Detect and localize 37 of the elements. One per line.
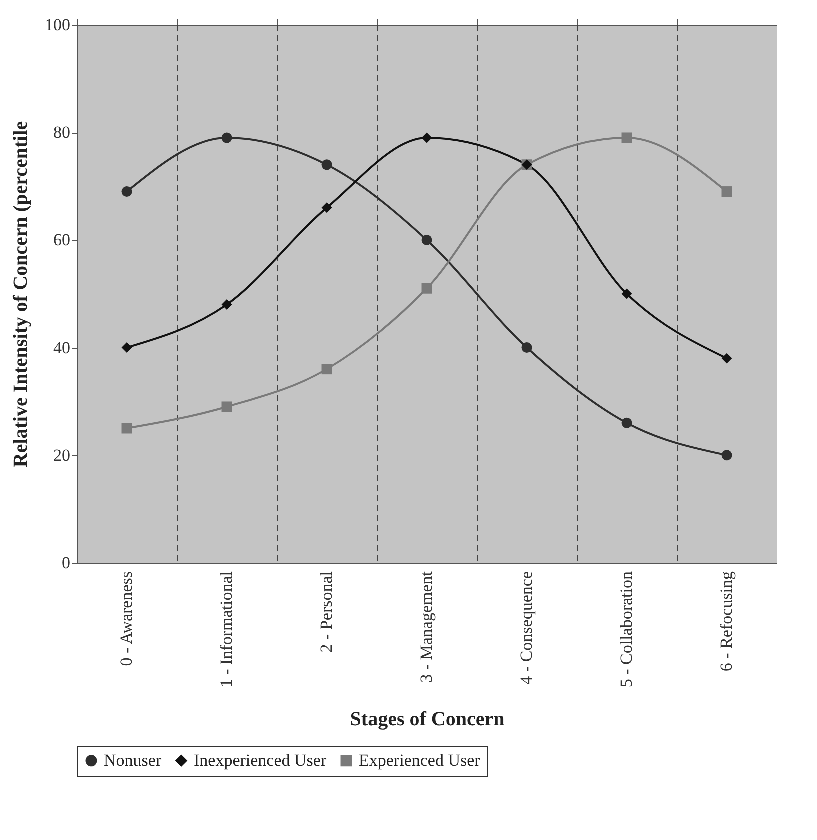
- point: [422, 283, 432, 294]
- point: [622, 418, 632, 428]
- point: [122, 186, 132, 198]
- legend-label: Experienced User: [359, 750, 481, 770]
- point: [622, 288, 632, 300]
- point: [722, 450, 732, 461]
- y-tick-label: 0: [62, 554, 70, 572]
- point: [222, 300, 232, 310]
- legend-label: Nonuser: [104, 750, 162, 770]
- point: [322, 364, 332, 375]
- point: [322, 160, 332, 170]
- point: [622, 132, 632, 144]
- x-tick-label: 2 - Personal: [317, 571, 336, 653]
- point: [322, 202, 332, 214]
- x-axis-title: Stages of Concern: [350, 708, 505, 731]
- x-tick-label: 3 - Management: [417, 571, 436, 683]
- point: [722, 186, 732, 198]
- point: [422, 234, 432, 246]
- y-tick-label: 80: [54, 123, 70, 142]
- point: [122, 423, 132, 434]
- x-tick-label: 1 - Informational: [217, 571, 236, 688]
- point: [422, 132, 432, 144]
- point: [522, 342, 532, 354]
- x-tick-label: 5 - Collaboration: [617, 571, 636, 688]
- point: [122, 342, 132, 354]
- point: [222, 402, 232, 412]
- y-tick-label: 100: [45, 16, 70, 34]
- y-axis-title: Relative Intensity of Concern (percentile: [10, 121, 32, 468]
- x-tick-label: 4 - Consequence: [517, 572, 536, 685]
- x-tick-label: 0 - Awareness: [117, 572, 136, 666]
- point: [722, 353, 732, 364]
- x-tick-label: 6 - Refocusing: [717, 571, 736, 672]
- y-tick-label: 40: [54, 338, 70, 358]
- legend-label: Inexperienced User: [194, 750, 327, 770]
- y-tick-label: 60: [54, 230, 70, 250]
- y-tick-label: 20: [54, 446, 70, 465]
- point: [222, 132, 232, 144]
